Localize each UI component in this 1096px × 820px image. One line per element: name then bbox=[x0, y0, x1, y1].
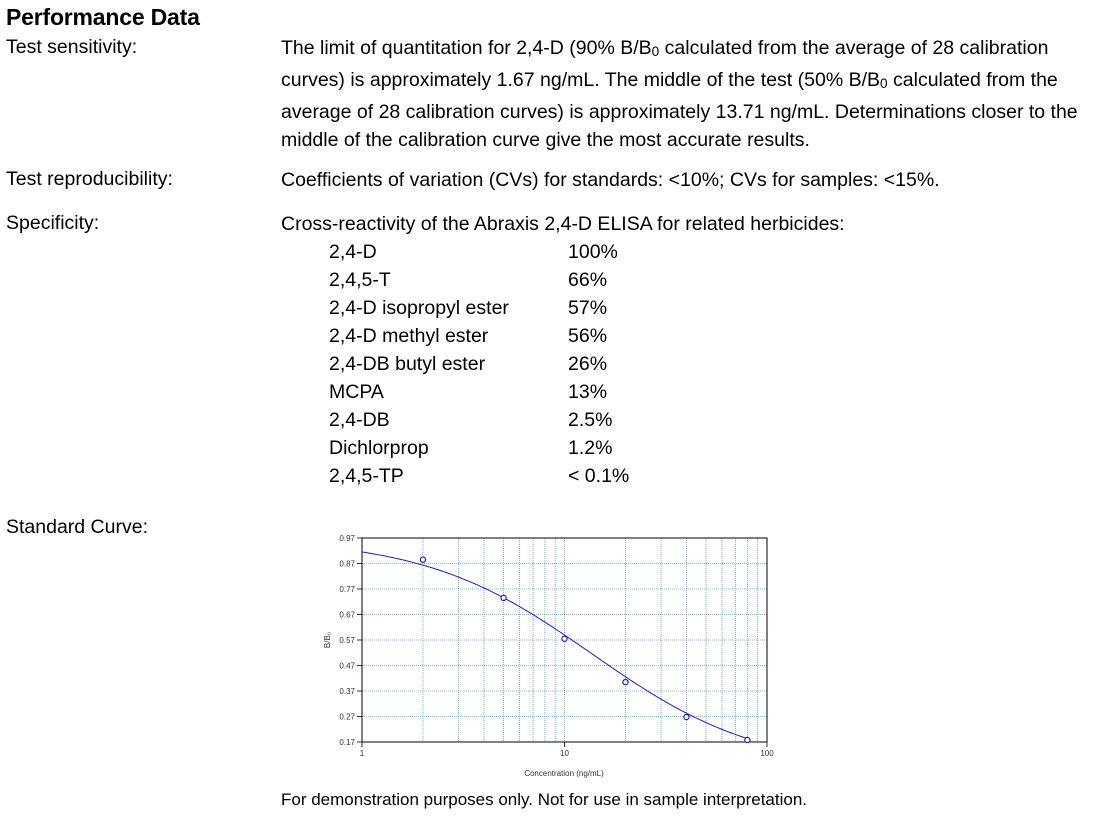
cross-reactivity-value: 57% bbox=[568, 297, 608, 319]
cross-reactivity-value: < 0.1% bbox=[568, 465, 630, 487]
sensitivity-text-part-2: calculated from the average of 28 calibr… bbox=[281, 37, 1049, 91]
data-point bbox=[561, 635, 568, 642]
compound-name: 2,4-D methyl ester bbox=[329, 325, 489, 347]
cross-reactivity-value: 26% bbox=[568, 353, 608, 375]
y-axis-ticks: 0.97 0.87 0.77 0.67 0.57 0.47 0.37 0.27 0.17 bbox=[339, 534, 362, 747]
label-test-sensitivity: Test sensitivity: bbox=[6, 36, 138, 58]
fit-curve-line bbox=[361, 551, 748, 740]
y-tick-label: 0.87 bbox=[339, 560, 355, 569]
y-tick-label: 0.67 bbox=[339, 611, 355, 620]
compound-name: 2,4-D bbox=[329, 241, 377, 263]
y-tick-label: 0.17 bbox=[339, 738, 355, 747]
label-standard-curve: Standard Curve: bbox=[6, 516, 148, 538]
sensitivity-text: The limit of quantitation for 2,4-D (90%… bbox=[281, 34, 1091, 154]
cross-reactivity-value: 1.2% bbox=[568, 437, 613, 459]
compound-name: 2,4-DB bbox=[329, 409, 390, 431]
y-tick-label: 0.77 bbox=[339, 585, 355, 594]
section-title: Performance Data bbox=[6, 4, 200, 30]
data-point bbox=[683, 713, 690, 721]
x-tick-label: 100 bbox=[760, 749, 774, 758]
reproducibility-text: Coefficients of variation (CVs) for stan… bbox=[281, 169, 940, 191]
y-tick-label: 0.27 bbox=[339, 713, 355, 722]
y-tick-label: 0.57 bbox=[339, 636, 355, 645]
cross-reactivity-value: 56% bbox=[568, 325, 608, 347]
standard-curve-chart: 0.97 0.87 0.77 0.67 0.57 0.47 0.37 0.27 0.17 1 10… bbox=[323, 534, 774, 778]
label-specificity: Specificity: bbox=[6, 212, 100, 234]
x-tick-label: 10 bbox=[560, 749, 569, 758]
sensitivity-text-part-1: The limit of quantitation for 2,4-D (90%… bbox=[281, 37, 652, 59]
cross-reactivity-value: 66% bbox=[568, 269, 608, 291]
data-point bbox=[622, 678, 629, 686]
sensitivity-text-part-3: calculated from the average of 28 calibr… bbox=[281, 69, 1078, 151]
y-tick-label: 0.47 bbox=[339, 662, 355, 671]
x-axis-ticks: 1 10 100 bbox=[360, 742, 774, 758]
y-tick-label: 0.37 bbox=[339, 687, 355, 696]
compound-name: Dichlorprop bbox=[329, 437, 429, 459]
subscript-zero: 0 bbox=[880, 76, 888, 91]
cross-reactivity-value: 13% bbox=[568, 381, 608, 403]
data-point bbox=[419, 556, 427, 563]
cross-reactivity-value: 100% bbox=[568, 241, 618, 263]
data-points bbox=[419, 556, 751, 744]
label-test-reproducibility: Test reproducibility: bbox=[6, 168, 173, 190]
compound-name: MCPA bbox=[329, 381, 384, 403]
data-point bbox=[500, 594, 507, 602]
data-point bbox=[744, 736, 751, 744]
footnote: For demonstration purposes only. Not for… bbox=[281, 790, 808, 809]
compound-name: 2,4,5-TP bbox=[329, 465, 404, 487]
compound-name: 2,4-DB butyl ester bbox=[329, 353, 486, 375]
chart-grid bbox=[362, 537, 767, 743]
cross-reactivity-value: 2.5% bbox=[568, 409, 613, 431]
specificity-intro: Cross-reactivity of the Abraxis 2,4-D EL… bbox=[281, 213, 845, 235]
compound-name: 2,4,5-T bbox=[329, 269, 391, 291]
subscript-zero: 0 bbox=[651, 44, 660, 59]
compound-name: 2,4-D isopropyl ester bbox=[329, 297, 509, 319]
y-axis-label: B/B₀ bbox=[323, 632, 332, 648]
x-axis-label: Concentration (ng/mL) bbox=[524, 769, 604, 778]
y-tick-label: 0.97 bbox=[339, 534, 355, 543]
x-tick-label: 1 bbox=[360, 749, 365, 758]
